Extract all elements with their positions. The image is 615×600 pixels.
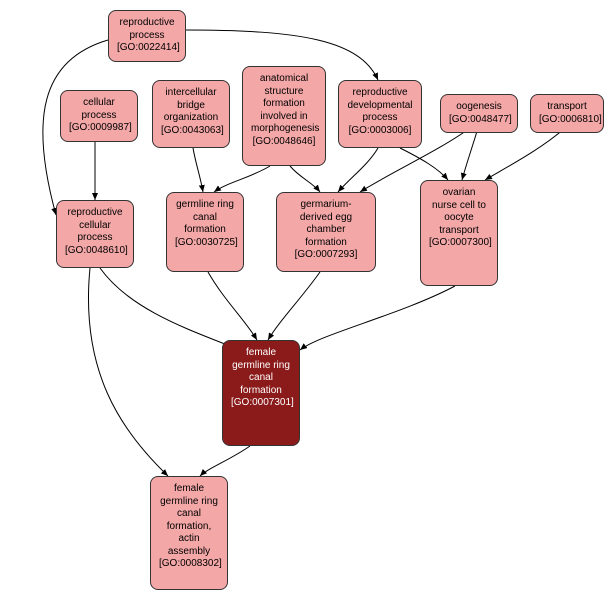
- node-ovarian-nurse[interactable]: ovarian nurse cell to oocyte transport[G…: [420, 180, 498, 286]
- edge-intercellular-bridge-to-germline-ring-formation: [193, 148, 203, 192]
- node-reproductive-process[interactable]: reproductive process[GO:0022414]: [108, 10, 186, 62]
- edge-female-ring-formation-to-female-ring-actin: [200, 446, 250, 476]
- node-go-id: [GO:0007300]: [429, 237, 492, 248]
- node-germline-ring-formation[interactable]: germline ring canal formation [GO:0030725…: [166, 192, 244, 272]
- node-label: reproductive process: [119, 17, 174, 41]
- edge-germline-ring-formation-to-female-ring-formation: [208, 272, 257, 340]
- node-cellular-process[interactable]: cellular process[GO:0009987]: [60, 90, 138, 142]
- node-go-id: [GO:0003006]: [349, 125, 412, 136]
- node-reproductive-dev[interactable]: reproductive developmental process [GO:00…: [338, 80, 422, 148]
- node-label: oogenesis: [456, 101, 502, 112]
- edge-oogenesis-to-ovarian-nurse: [462, 128, 478, 180]
- node-label: female germline ring canal formation: [232, 347, 290, 396]
- node-label: female germline ring canal formation, ac…: [160, 483, 218, 557]
- node-anatomical-structure[interactable]: anatomical structure formation involved …: [242, 66, 326, 166]
- node-go-id: [GO:0048477]: [449, 114, 512, 125]
- node-go-id: [GO:0048610]: [65, 245, 128, 256]
- node-label: germarium-derived egg chamber formation: [300, 199, 352, 248]
- node-label: germline ring canal formation: [176, 199, 234, 235]
- edge-reproductive-cellular-to-female-ring-actin: [88, 268, 168, 476]
- node-reproductive-cellular[interactable]: reproductive cellular process [GO:0048610…: [56, 200, 134, 268]
- edge-transport-to-ovarian-nurse: [485, 128, 565, 180]
- node-label: anatomical structure formation involved …: [251, 73, 319, 134]
- edge-germarium-egg-to-female-ring-formation: [268, 272, 320, 340]
- node-go-id: [GO:0009987]: [69, 122, 132, 133]
- node-female-ring-actin[interactable]: female germline ring canal formation, ac…: [150, 476, 228, 590]
- edge-ovarian-nurse-to-female-ring-formation: [300, 286, 455, 350]
- node-label: ovarian nurse cell to oocyte transport: [432, 187, 486, 236]
- node-go-id: [GO:0008302]: [159, 558, 222, 569]
- node-go-id: [GO:0007301]: [231, 397, 294, 408]
- edge-anatomical-structure-to-germline-ring-formation: [214, 166, 270, 192]
- node-go-id: [GO:0022414]: [117, 42, 180, 53]
- node-go-id: [GO:0030725]: [175, 237, 238, 248]
- node-label: transport: [547, 101, 586, 112]
- node-label: reproductive developmental process: [347, 87, 412, 123]
- node-label: intercellular bridge organization: [164, 87, 218, 123]
- edge-reproductive-cellular-to-female-ring-formation: [100, 268, 235, 348]
- edge-reproductive-dev-to-ovarian-nurse: [400, 148, 448, 180]
- node-germarium-egg[interactable]: germarium-derived egg chamber formation[…: [276, 192, 376, 272]
- node-intercellular-bridge[interactable]: intercellular bridge organization [GO:004…: [152, 80, 230, 148]
- node-label: reproductive cellular process: [67, 207, 122, 243]
- edge-reproductive-dev-to-germarium-egg: [338, 148, 378, 192]
- node-oogenesis[interactable]: oogenesis [GO:0048477]: [440, 94, 518, 133]
- node-go-id: [GO:0043063]: [161, 125, 224, 136]
- node-go-id: [GO:0007293]: [295, 249, 358, 260]
- node-go-id: [GO:0048646]: [253, 136, 316, 147]
- edge-anatomical-structure-to-germarium-egg: [290, 166, 320, 192]
- node-transport[interactable]: transport [GO:0006810]: [530, 94, 604, 133]
- node-go-id: [GO:0006810]: [539, 114, 602, 125]
- node-female-ring-formation[interactable]: female germline ring canal formation[GO:…: [222, 340, 300, 446]
- node-label: cellular process: [81, 97, 116, 121]
